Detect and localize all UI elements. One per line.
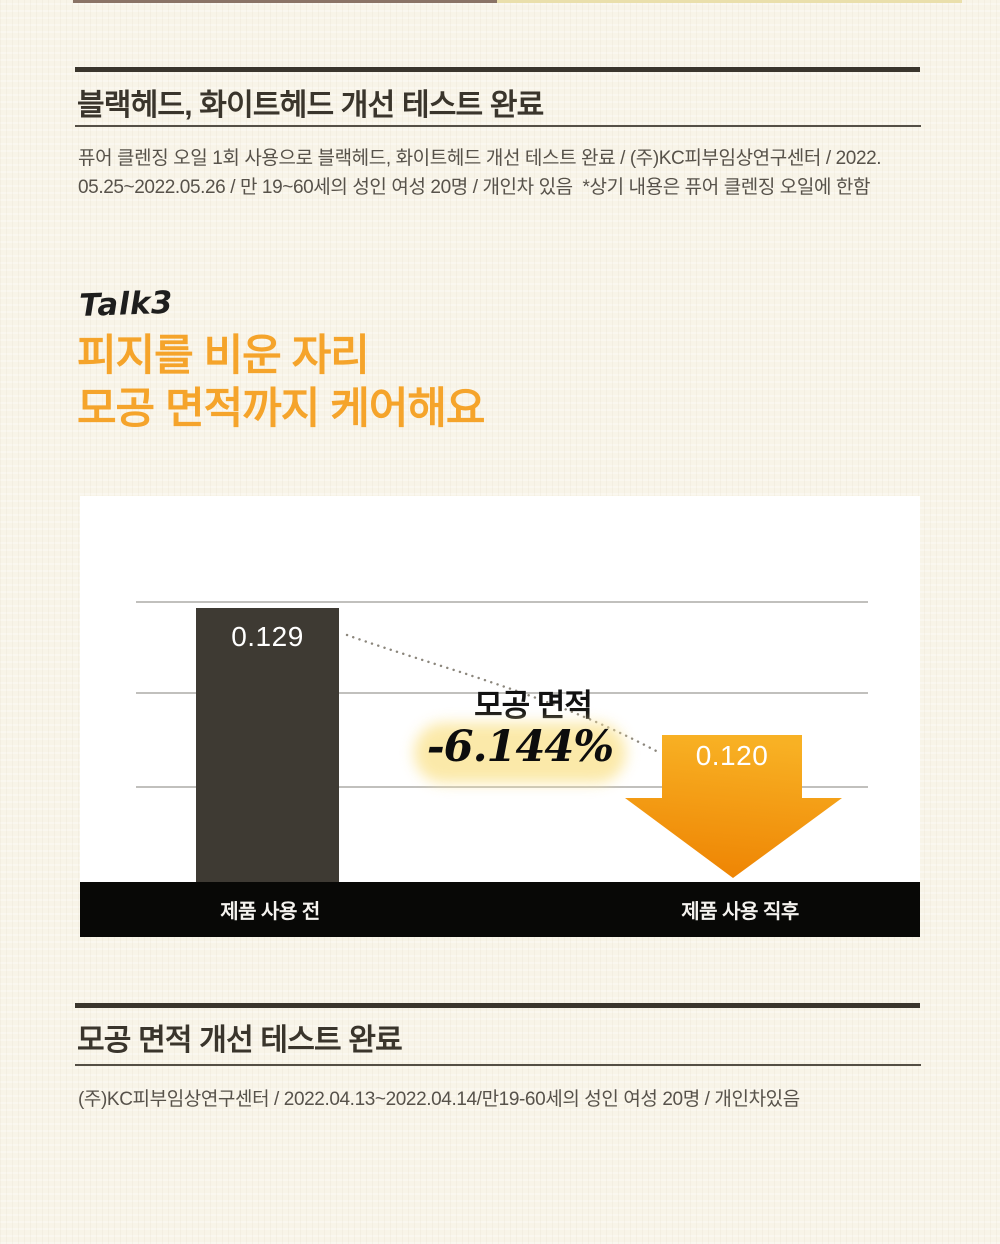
section-rule-thick-2 [75,1003,920,1008]
bar-after-value-label: 0.120 [695,740,769,771]
change-highlight-glow [414,723,626,783]
x-label-after-use: 제품 사용 직후 [681,901,799,923]
x-label-before-use: 제품 사용 전 [220,901,320,923]
section-title-blackhead: 블랙헤드, 화이트헤드 개선 테스트 완료 [77,89,544,122]
talk-headline-line1: 피지를 비운 자리 [77,332,370,380]
talk-headline-line2: 모공 면적까지 케어해요 [77,385,485,433]
gridline-1 [136,601,868,603]
gridline-2 [136,692,868,694]
decrease-arrow-icon [625,735,842,878]
section-rule-thin-2 [75,1064,921,1066]
section-rule-thick [75,67,920,72]
section-description-pore: (주)KC피부임상연구센터 / 2022.04.13~2022.04.14/만1… [78,1089,800,1110]
bar-before-use: 0.129 [196,608,339,882]
section-rule-thin [75,125,921,127]
talk-eyebrow-label: Talk3 [78,284,174,324]
change-percentage-label: -6.144% [426,722,614,772]
section-description-line1: 퓨어 클렌징 오일 1회 사용으로 블랙헤드, 화이트헤드 개선 테스트 완료 … [78,148,882,169]
talk-headline: 피지를 비운 자리 모공 면적까지 케어해요 [77,330,485,436]
chart-title: 모공 면적 [474,688,593,723]
previous-block-remnant-right [497,0,962,3]
section-description-line2: 05.25~2022.05.26 / 만 19~60세의 성인 여성 20명 /… [78,177,871,198]
section-title-pore: 모공 면적 개선 테스트 완료 [77,1024,403,1057]
gridline-3 [136,786,868,788]
x-axis-strip: 제품 사용 전 제품 사용 직후 [80,882,920,937]
bar-before-value-label: 0.129 [231,621,304,652]
previous-block-remnant-left [73,0,497,3]
pore-area-chart: 0.129 모공 면적 -6.144% 0.120 제품 사용 전 제품 사용 … [80,496,920,937]
